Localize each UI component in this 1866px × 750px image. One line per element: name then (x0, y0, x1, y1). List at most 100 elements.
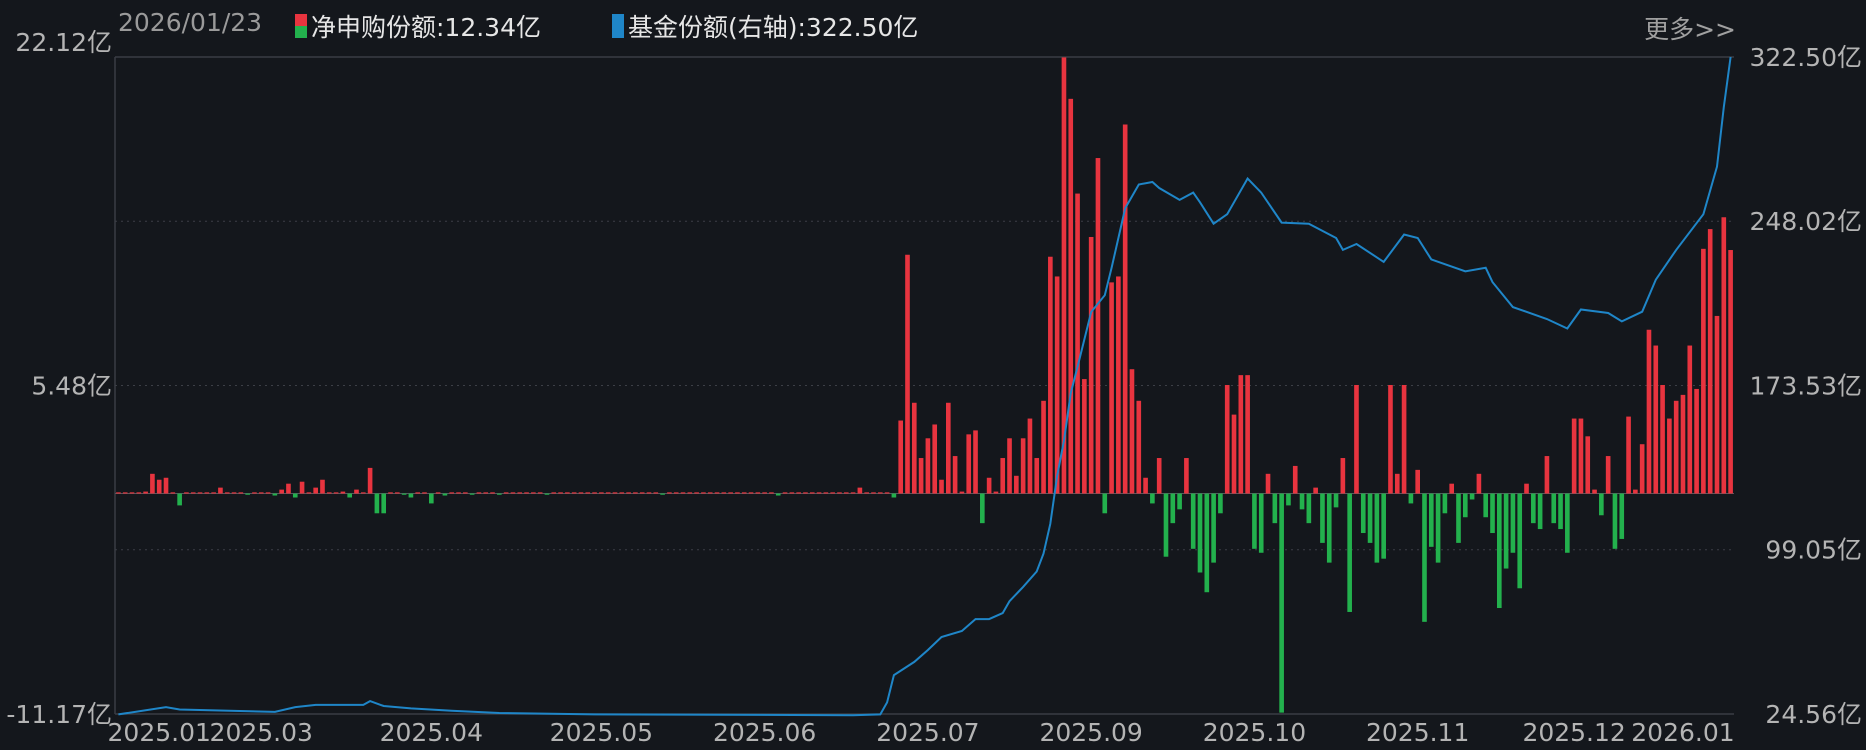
outflow-bar (1537, 493, 1543, 530)
outflow-bar (1551, 493, 1557, 524)
inflow-bar (279, 489, 284, 494)
inflow-bar (918, 458, 924, 494)
inflow-bar (741, 492, 747, 494)
inflow-bar (1388, 385, 1393, 494)
inflow-bar (1075, 193, 1080, 494)
inflow-bar (1041, 400, 1046, 494)
inflow-bar (1449, 483, 1455, 494)
outflow-bar (374, 493, 380, 514)
red-green-square-icon (295, 14, 307, 38)
inflow-bar (122, 492, 128, 494)
outflow-bar (1619, 493, 1625, 539)
inflow-bar (1354, 385, 1359, 494)
inflow-bar (653, 492, 659, 494)
right-axis-tick-label: 322.50亿 (1750, 43, 1862, 72)
outflow-bar (1422, 493, 1427, 622)
left-axis-tick-label: 5.48亿 (31, 371, 112, 400)
x-axis-tick-label: 2025.07 (876, 718, 979, 747)
outflow-bar (469, 493, 475, 495)
inflow-bar (360, 492, 366, 494)
inflow-bar (1701, 248, 1706, 494)
inflow-bar (585, 492, 591, 494)
outflow-bar (1456, 493, 1461, 543)
inflow-bar (1224, 385, 1230, 494)
inflow-bar (633, 492, 638, 494)
inflow-bar (340, 491, 346, 494)
inflow-bar (843, 492, 849, 494)
outflow-bar (1374, 493, 1380, 563)
outflow-bar (1558, 493, 1563, 530)
inflow-bar (748, 492, 754, 494)
inflow-bar (707, 492, 713, 494)
outflow-bar (980, 493, 985, 524)
inflow-bar (973, 430, 978, 494)
inflow-bar (1082, 379, 1087, 494)
inflow-bar (1000, 458, 1006, 494)
inflow-bar (1687, 345, 1693, 494)
inflow-bar (150, 473, 155, 494)
outflow-bar (1299, 493, 1305, 510)
inflow-bar (667, 492, 672, 494)
inflow-bar (490, 492, 495, 494)
inflow-bar (728, 492, 733, 494)
x-axis-tick-label: 2025.12 (1522, 718, 1625, 747)
inflow-bar (258, 492, 264, 494)
inflow-bar (823, 492, 829, 494)
inflow-bar (1633, 489, 1638, 494)
inflow-bar (143, 491, 148, 494)
outflow-bar (775, 493, 781, 496)
inflow-bar (1714, 315, 1720, 494)
outflow-bar (1326, 493, 1332, 563)
inflow-bar (592, 492, 597, 494)
inflow-bar (1694, 388, 1699, 494)
right-axis-tick-label: 248.02亿 (1750, 207, 1862, 236)
inflow-bar (1054, 276, 1060, 494)
more-link[interactable]: 更多>> (1644, 15, 1736, 44)
inflow-bar (1136, 400, 1142, 494)
inflow-bar (1721, 217, 1727, 494)
inflow-bar (367, 467, 373, 494)
inflow-bar (673, 492, 679, 494)
inflow-bar (959, 491, 965, 494)
outflow-bar (1612, 493, 1618, 549)
x-axis-tick-label: 2025.03 (210, 718, 313, 747)
outflow-bar (1177, 493, 1182, 510)
outflow-bar (1408, 493, 1414, 504)
inflow-bar (694, 492, 699, 494)
inflow-bar (265, 492, 271, 494)
inflow-bar (877, 492, 883, 494)
inflow-bar (612, 492, 618, 494)
inflow-bar (204, 492, 210, 494)
inflow-bar (1394, 473, 1400, 494)
x-axis-tick-label: 2025.10 (1203, 718, 1306, 747)
outflow-bar (381, 493, 387, 514)
inflow-bar (449, 492, 455, 494)
inflow-bar (129, 492, 135, 494)
inflow-bar (170, 492, 176, 494)
outflow-bar (1599, 493, 1604, 516)
inflow-bar (1129, 369, 1135, 494)
outflow-bar (1197, 493, 1203, 573)
inflow-bar (231, 492, 237, 494)
x-axis-tick-label: 2026.01 (1631, 718, 1734, 747)
current-date: 2026/01/23 (118, 8, 263, 37)
inflow-bar (816, 492, 822, 494)
outflow-bar (1204, 493, 1210, 593)
inflow-bar (299, 481, 305, 494)
inflow-bar (1088, 236, 1094, 494)
inflow-bar (1265, 473, 1271, 494)
inflow-bar (388, 492, 393, 494)
inflow-bar (211, 492, 216, 494)
inflow-bar (905, 254, 910, 494)
inflow-bar (714, 492, 720, 494)
inflow-bar (1027, 418, 1033, 494)
inflow-bar (326, 492, 332, 494)
outflow-bar (1190, 493, 1196, 549)
inflow-bar (911, 402, 917, 494)
inflow-bar (313, 487, 318, 494)
inflow-bar (1673, 400, 1679, 494)
outflow-bar (1381, 493, 1386, 559)
inflow-bar (1578, 418, 1584, 494)
outflow-bar (1565, 493, 1570, 553)
outflow-bar (1435, 493, 1441, 563)
